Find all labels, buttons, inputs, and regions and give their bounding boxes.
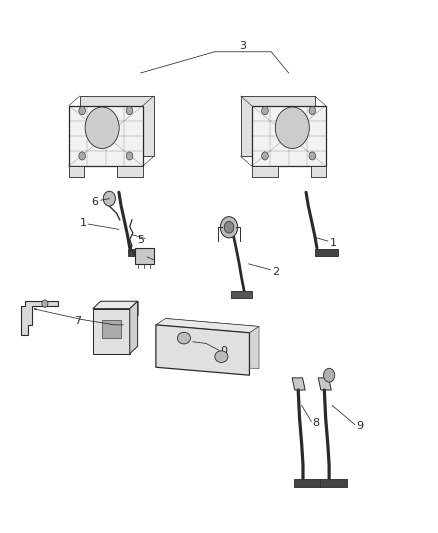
FancyBboxPatch shape bbox=[134, 248, 154, 264]
Text: 6: 6 bbox=[92, 197, 99, 207]
Polygon shape bbox=[231, 292, 252, 298]
Polygon shape bbox=[156, 325, 250, 375]
Text: 1: 1 bbox=[80, 218, 87, 228]
Polygon shape bbox=[69, 166, 84, 177]
Ellipse shape bbox=[215, 351, 228, 362]
Circle shape bbox=[85, 107, 119, 149]
Polygon shape bbox=[130, 301, 138, 354]
Text: 8: 8 bbox=[312, 418, 319, 428]
Circle shape bbox=[42, 300, 48, 308]
Circle shape bbox=[126, 152, 133, 160]
Circle shape bbox=[276, 107, 309, 149]
Polygon shape bbox=[117, 166, 143, 177]
Circle shape bbox=[309, 107, 316, 115]
Text: 1: 1 bbox=[329, 238, 336, 248]
Circle shape bbox=[323, 368, 335, 382]
Polygon shape bbox=[311, 166, 325, 177]
Polygon shape bbox=[292, 378, 305, 390]
Text: 5: 5 bbox=[137, 235, 144, 245]
Polygon shape bbox=[127, 249, 151, 256]
Text: 4: 4 bbox=[146, 257, 153, 267]
Text: 0: 0 bbox=[220, 346, 227, 357]
Polygon shape bbox=[321, 479, 346, 487]
Circle shape bbox=[79, 152, 85, 160]
Polygon shape bbox=[318, 378, 331, 390]
Circle shape bbox=[309, 152, 316, 160]
Circle shape bbox=[261, 107, 268, 115]
Polygon shape bbox=[252, 106, 325, 166]
Polygon shape bbox=[102, 320, 120, 338]
Circle shape bbox=[220, 216, 238, 238]
Polygon shape bbox=[69, 106, 143, 166]
Circle shape bbox=[126, 107, 133, 115]
Circle shape bbox=[79, 107, 85, 115]
Polygon shape bbox=[294, 479, 321, 487]
Polygon shape bbox=[252, 166, 278, 177]
Text: 3: 3 bbox=[240, 42, 247, 52]
Polygon shape bbox=[93, 301, 138, 309]
Polygon shape bbox=[241, 96, 315, 157]
Text: 7: 7 bbox=[74, 316, 81, 326]
Polygon shape bbox=[156, 318, 259, 333]
Polygon shape bbox=[93, 309, 130, 354]
Circle shape bbox=[224, 221, 234, 233]
Polygon shape bbox=[101, 301, 138, 315]
Polygon shape bbox=[166, 318, 259, 369]
Polygon shape bbox=[21, 301, 58, 335]
Circle shape bbox=[261, 152, 268, 160]
Ellipse shape bbox=[177, 332, 191, 344]
Circle shape bbox=[103, 191, 116, 206]
Polygon shape bbox=[315, 249, 338, 256]
Text: 2: 2 bbox=[272, 267, 279, 277]
Text: 9: 9 bbox=[357, 421, 364, 431]
Polygon shape bbox=[80, 96, 154, 157]
